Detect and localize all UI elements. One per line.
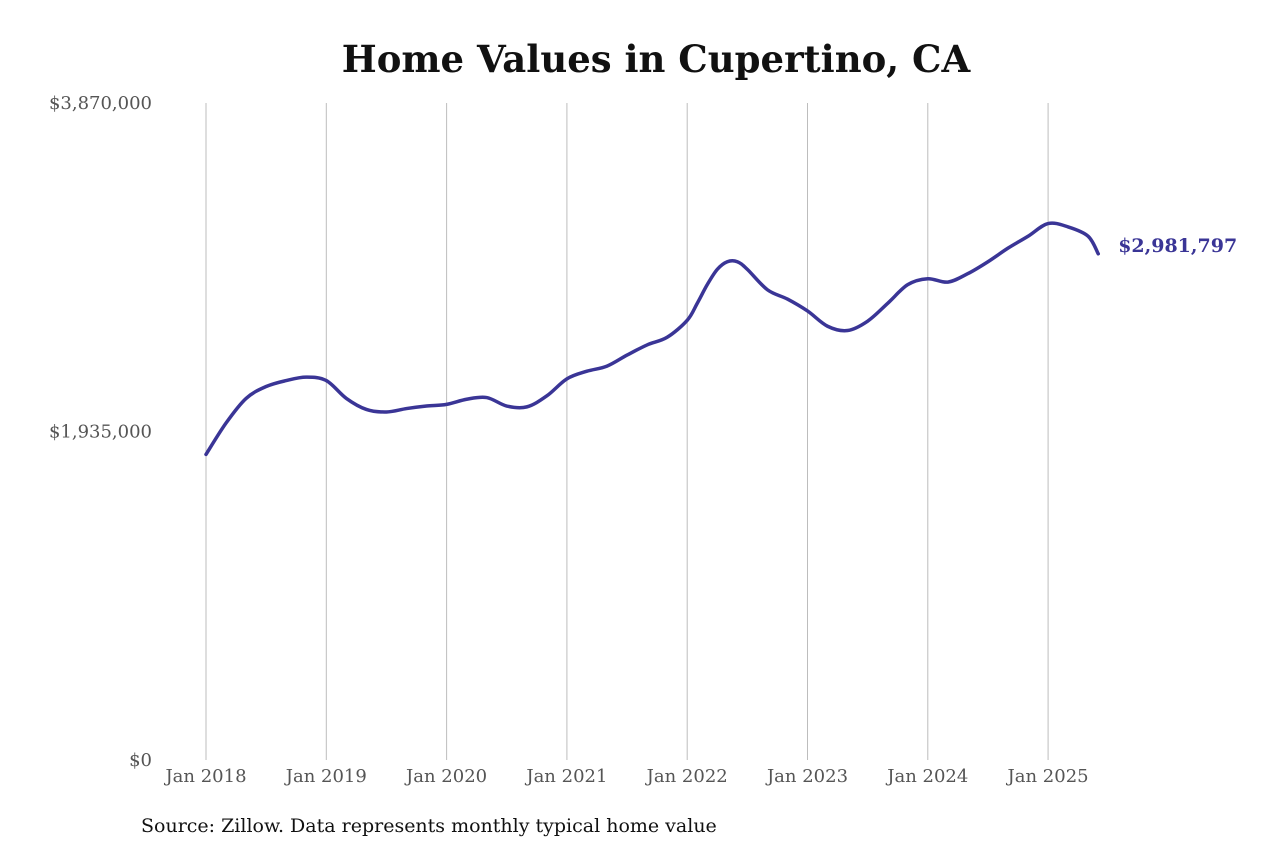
chart-title: Home Values in Cupertino, CA xyxy=(342,37,972,81)
x-tick-label: Jan 2021 xyxy=(524,766,607,787)
y-tick-label: $3,870,000 xyxy=(49,93,152,114)
y-tick-label: $0 xyxy=(129,750,152,771)
series-layer xyxy=(204,221,1100,457)
end-value-label: $2,981,797 xyxy=(1118,235,1237,257)
x-tick-label: Jan 2018 xyxy=(163,766,246,787)
x-tick-label: Jan 2025 xyxy=(1006,766,1089,787)
gridlines xyxy=(205,103,1049,760)
y-axis: $0 $1,935,000 $3,870,000 xyxy=(49,93,152,771)
series-line-0 xyxy=(204,221,1100,457)
source-note: Source: Zillow. Data represents monthly … xyxy=(141,815,717,837)
x-tick-label: Jan 2020 xyxy=(404,766,487,787)
x-tick-label: Jan 2024 xyxy=(885,766,968,787)
x-tick-label: Jan 2022 xyxy=(645,766,728,787)
x-tick-label: Jan 2019 xyxy=(284,766,367,787)
y-tick-label: $1,935,000 xyxy=(49,422,152,443)
x-tick-label: Jan 2023 xyxy=(765,766,848,787)
x-axis: Jan 2018 Jan 2019 Jan 2020 Jan 2021 Jan 2022… xyxy=(163,766,1088,787)
